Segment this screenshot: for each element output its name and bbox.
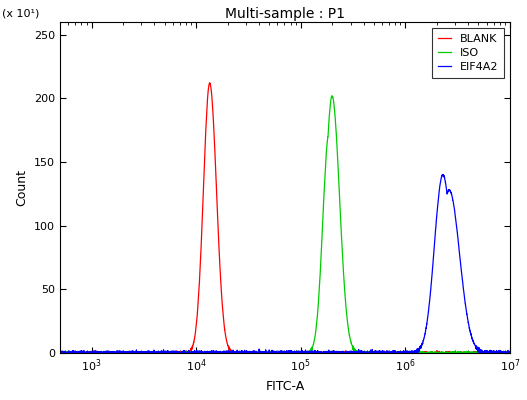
Line: EIF4A2: EIF4A2 bbox=[60, 174, 510, 353]
BLANK bbox=[349, 351, 356, 356]
X-axis label: FITC-A: FITC-A bbox=[265, 380, 305, 393]
BLANK bbox=[139, 351, 145, 356]
Line: ISO: ISO bbox=[60, 96, 510, 353]
ISO bbox=[349, 344, 356, 348]
EIF4A2 bbox=[506, 351, 513, 356]
BLANK bbox=[393, 351, 399, 356]
BLANK bbox=[57, 351, 63, 356]
BLANK bbox=[427, 351, 433, 356]
ISO bbox=[327, 106, 333, 111]
BLANK bbox=[207, 80, 213, 85]
EIF4A2 bbox=[57, 351, 63, 356]
EIF4A2 bbox=[229, 351, 235, 356]
ISO bbox=[57, 351, 64, 356]
Legend: BLANK, ISO, EIF4A2: BLANK, ISO, EIF4A2 bbox=[433, 28, 504, 78]
ISO bbox=[139, 350, 145, 354]
EIF4A2 bbox=[393, 350, 399, 355]
Y-axis label: Count: Count bbox=[15, 169, 28, 206]
EIF4A2 bbox=[440, 172, 446, 177]
Text: (x 10¹): (x 10¹) bbox=[2, 9, 39, 19]
Line: BLANK: BLANK bbox=[60, 83, 510, 353]
ISO bbox=[329, 93, 335, 98]
EIF4A2 bbox=[57, 349, 63, 354]
ISO bbox=[427, 350, 433, 355]
ISO bbox=[57, 350, 63, 355]
EIF4A2 bbox=[327, 351, 333, 356]
BLANK bbox=[229, 349, 235, 354]
EIF4A2 bbox=[427, 296, 433, 300]
Title: Multi-sample : P1: Multi-sample : P1 bbox=[225, 7, 345, 21]
EIF4A2 bbox=[139, 350, 145, 355]
BLANK bbox=[327, 349, 333, 354]
ISO bbox=[393, 350, 399, 355]
EIF4A2 bbox=[349, 350, 356, 355]
ISO bbox=[229, 351, 235, 356]
BLANK bbox=[506, 351, 513, 356]
ISO bbox=[506, 350, 513, 355]
